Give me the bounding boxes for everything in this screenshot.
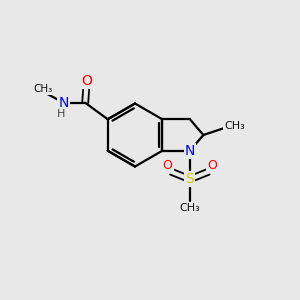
Text: N: N (58, 96, 69, 110)
Text: CH₃: CH₃ (33, 84, 52, 94)
Text: O: O (81, 74, 92, 88)
Text: O: O (163, 159, 172, 172)
Text: CH₃: CH₃ (179, 203, 200, 213)
Text: CH₃: CH₃ (224, 121, 245, 131)
Text: S: S (185, 172, 194, 186)
Text: O: O (207, 159, 217, 172)
Text: H: H (57, 109, 65, 119)
Text: N: N (185, 144, 195, 158)
